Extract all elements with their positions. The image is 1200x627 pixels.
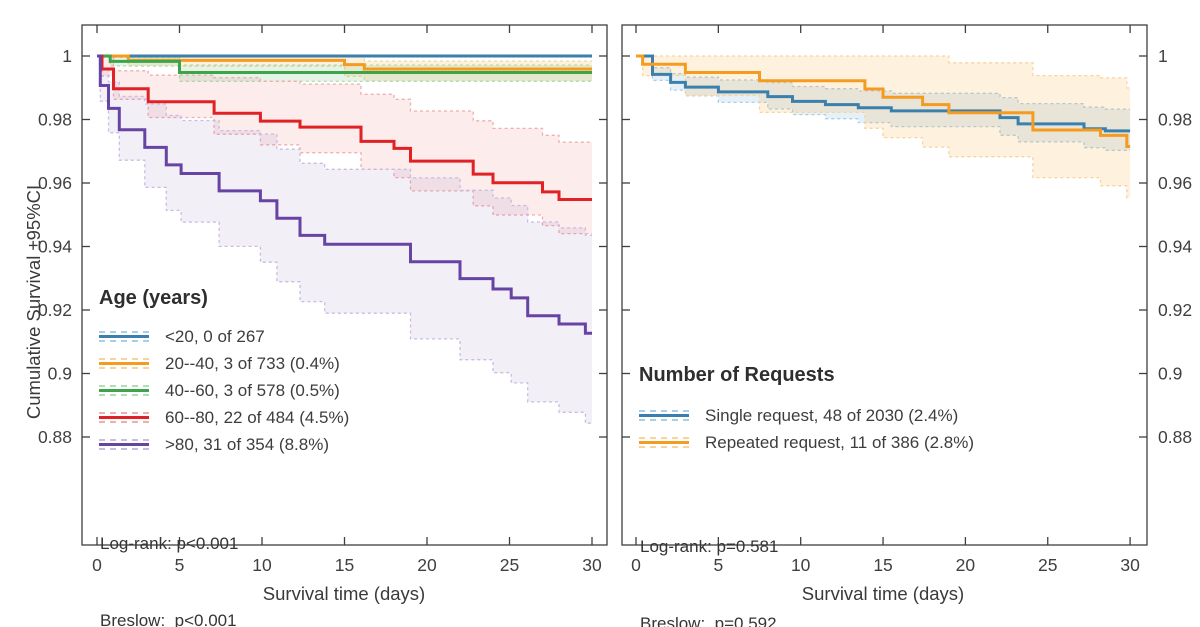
y-tick-label: 0.92	[38, 300, 72, 320]
logrank-left: Log-rank: p<0.001	[100, 534, 239, 553]
x-axis-label-right: Survival time (days)	[801, 583, 965, 604]
x-tick-label: 15	[873, 555, 892, 575]
age-60-80-ci-upper	[97, 55, 592, 143]
legend-item-age-under-20: <20, 0 of 267	[99, 323, 349, 350]
single-request-ci-band	[636, 56, 1131, 151]
y-tick-label: 0.96	[1158, 173, 1192, 193]
x-axis-label-left: Survival time (days)	[262, 583, 426, 604]
x-tick-label: 25	[1038, 555, 1057, 575]
x-tick-label: 0	[92, 555, 102, 575]
repeated-request-ci-band	[636, 56, 1131, 198]
x-tick-label: 25	[500, 555, 519, 575]
y-tick-label: 0.88	[1158, 427, 1192, 447]
age-over-80-swatch-icon	[99, 437, 149, 452]
legend-label-age-20-40: 20--40, 3 of 733 (0.4%)	[165, 353, 340, 373]
legend-title-requests: Number of Requests	[639, 364, 835, 386]
right-panel: 0 5 10 15 20 25 30 1 0.98 0.96 0.94 0.92 0.9 0.88	[621, 24, 1192, 575]
repeated-request-swatch-icon	[639, 435, 689, 450]
legend-label-single-request: Single request, 48 of 2030 (2.4%)	[705, 405, 959, 425]
left-panel: 0 5 10 15 20 25 30 1 0.98 0.96 0.94 0.92 0.9 0.88	[38, 24, 608, 575]
stats-right: Log-rank: p=0.581 Breslow: p=0.592	[640, 483, 778, 627]
age-20-40-swatch-icon	[99, 356, 149, 371]
age-over-80-ci-band	[97, 56, 592, 424]
y-tick-label: 0.88	[38, 427, 72, 447]
y-tick-label: 0.92	[1158, 300, 1192, 320]
age-40-60-ci-band	[97, 56, 592, 82]
x-tick-label: 0	[631, 555, 641, 575]
age-60-80-curve	[97, 54, 592, 201]
age-40-60-curve	[97, 54, 592, 74]
y-tick-label: 0.94	[38, 237, 72, 257]
legend-label-age-40-60: 40--60, 3 of 578 (0.5%)	[165, 380, 340, 400]
legend-item-age-60-80: 60--80, 22 of 484 (4.5%)	[99, 404, 349, 431]
single-request-ci-upper	[636, 55, 1131, 110]
age-over-80-ci-upper	[97, 55, 592, 236]
single-request-swatch-icon	[639, 408, 689, 423]
age-over-80-curve	[97, 54, 592, 335]
x-tick-label: 30	[1120, 555, 1140, 575]
y-tick-label: 0.9	[48, 364, 72, 384]
breslow-left: Breslow: p<0.001	[100, 610, 237, 627]
x-tick-label: 20	[956, 555, 976, 575]
age-40-60-ci-lower	[97, 55, 592, 82]
legend-item-repeated-request: Repeated request, 11 of 386 (2.8%)	[639, 429, 974, 456]
breslow-right: Breslow: p=0.592	[640, 613, 777, 627]
legend-title-age: Age (years)	[99, 287, 208, 309]
y-tick-label: 0.98	[1158, 110, 1192, 130]
y-tick-label: 0.9	[1158, 364, 1182, 384]
x-tick-label: 5	[175, 555, 185, 575]
legend-item-single-request: Single request, 48 of 2030 (2.4%)	[639, 402, 974, 429]
y-tick-label: 0.94	[1158, 237, 1192, 257]
x-tick-label: 15	[335, 555, 354, 575]
y-tick-label: 0.96	[38, 173, 72, 193]
legend-label-age-over-80: >80, 31 of 354 (8.8%)	[165, 434, 329, 454]
y-tick-label: 0.98	[38, 110, 72, 130]
age-40-60-swatch-icon	[99, 383, 149, 398]
repeated-request-curve	[636, 54, 1131, 148]
stats-left: Log-rank: p<0.001 Breslow: p<0.001	[100, 480, 238, 627]
repeated-request-ci-upper	[636, 55, 1131, 89]
legend-requests: Single request, 48 of 2030 (2.4%) Repeate…	[639, 402, 974, 456]
legend-label-repeated-request: Repeated request, 11 of 386 (2.8%)	[705, 432, 975, 452]
x-tick-label: 20	[417, 555, 437, 575]
single-request-curve	[636, 54, 1131, 133]
legend-label-age-under-20: <20, 0 of 267	[165, 326, 265, 346]
single-request-ci-lower	[636, 55, 1131, 151]
y-axis-label: Cumulative Survival ±95%CI	[23, 184, 44, 420]
y-tick-label: 1	[1158, 46, 1168, 66]
x-tick-label: 10	[252, 555, 272, 575]
age-20-40-curve	[97, 54, 592, 71]
legend-age: <20, 0 of 267 20--40, 3 of 733 (0.4%) 40--…	[99, 323, 349, 458]
legend-item-age-over-80: >80, 31 of 354 (8.8%)	[99, 431, 349, 458]
legend-item-age-40-60: 40--60, 3 of 578 (0.5%)	[99, 377, 349, 404]
age-60-80-ci-band	[97, 56, 592, 234]
x-tick-label: 5	[713, 555, 723, 575]
x-tick-label: 30	[582, 555, 602, 575]
legend-item-age-20-40: 20--40, 3 of 733 (0.4%)	[99, 350, 349, 377]
age-60-80-swatch-icon	[99, 410, 149, 425]
plot-box	[621, 24, 1148, 546]
y-tick-label: 1	[62, 46, 72, 66]
logrank-right: Log-rank: p=0.581	[640, 537, 779, 556]
age-under-20-swatch-icon	[99, 329, 149, 344]
x-tick-label: 10	[791, 555, 811, 575]
legend-label-age-60-80: 60--80, 22 of 484 (4.5%)	[165, 407, 350, 427]
